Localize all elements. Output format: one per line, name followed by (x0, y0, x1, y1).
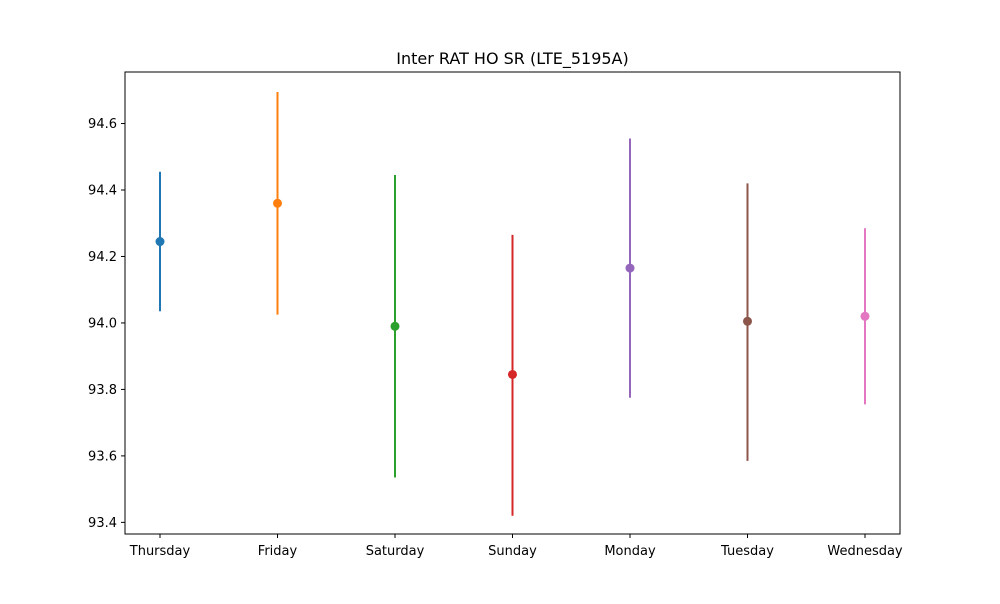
y-tick-label: 94.4 (88, 183, 117, 198)
x-tick-label: Thursday (129, 544, 191, 559)
x-tick-label: Sunday (488, 544, 537, 559)
y-tick-label: 93.8 (88, 383, 117, 398)
mean-point-friday (273, 198, 282, 208)
x-tick-label: Saturday (366, 544, 425, 559)
mean-point-thursday (155, 237, 165, 247)
y-tick-label: 94.2 (88, 250, 117, 265)
plot-frame (124, 71, 901, 535)
ticks-layer: 93.4 93.6 93.8 94.0 94.2 94.4 94.6 Thursday Frid… (88, 117, 903, 559)
x-tick-label: Tuesday (720, 544, 774, 559)
y-tick-label: 94.6 (88, 117, 117, 132)
mean-point-tuesday (743, 316, 752, 326)
mean-point-sunday (508, 369, 517, 379)
chart-title: Inter RAT HO SR (LTE_5195A) (396, 49, 628, 69)
marks-layer (155, 91, 870, 516)
x-tick-label: Friday (258, 544, 298, 559)
mean-point-saturday (390, 321, 400, 331)
mean-point-wednesday (860, 311, 870, 321)
y-tick-label: 93.4 (88, 516, 117, 531)
y-tick-label: 93.6 (88, 449, 117, 464)
x-tick-label: Wednesday (827, 544, 903, 559)
mean-point-monday (625, 263, 635, 273)
x-tick-label: Monday (604, 544, 656, 559)
y-tick-label: 94.0 (88, 316, 117, 331)
